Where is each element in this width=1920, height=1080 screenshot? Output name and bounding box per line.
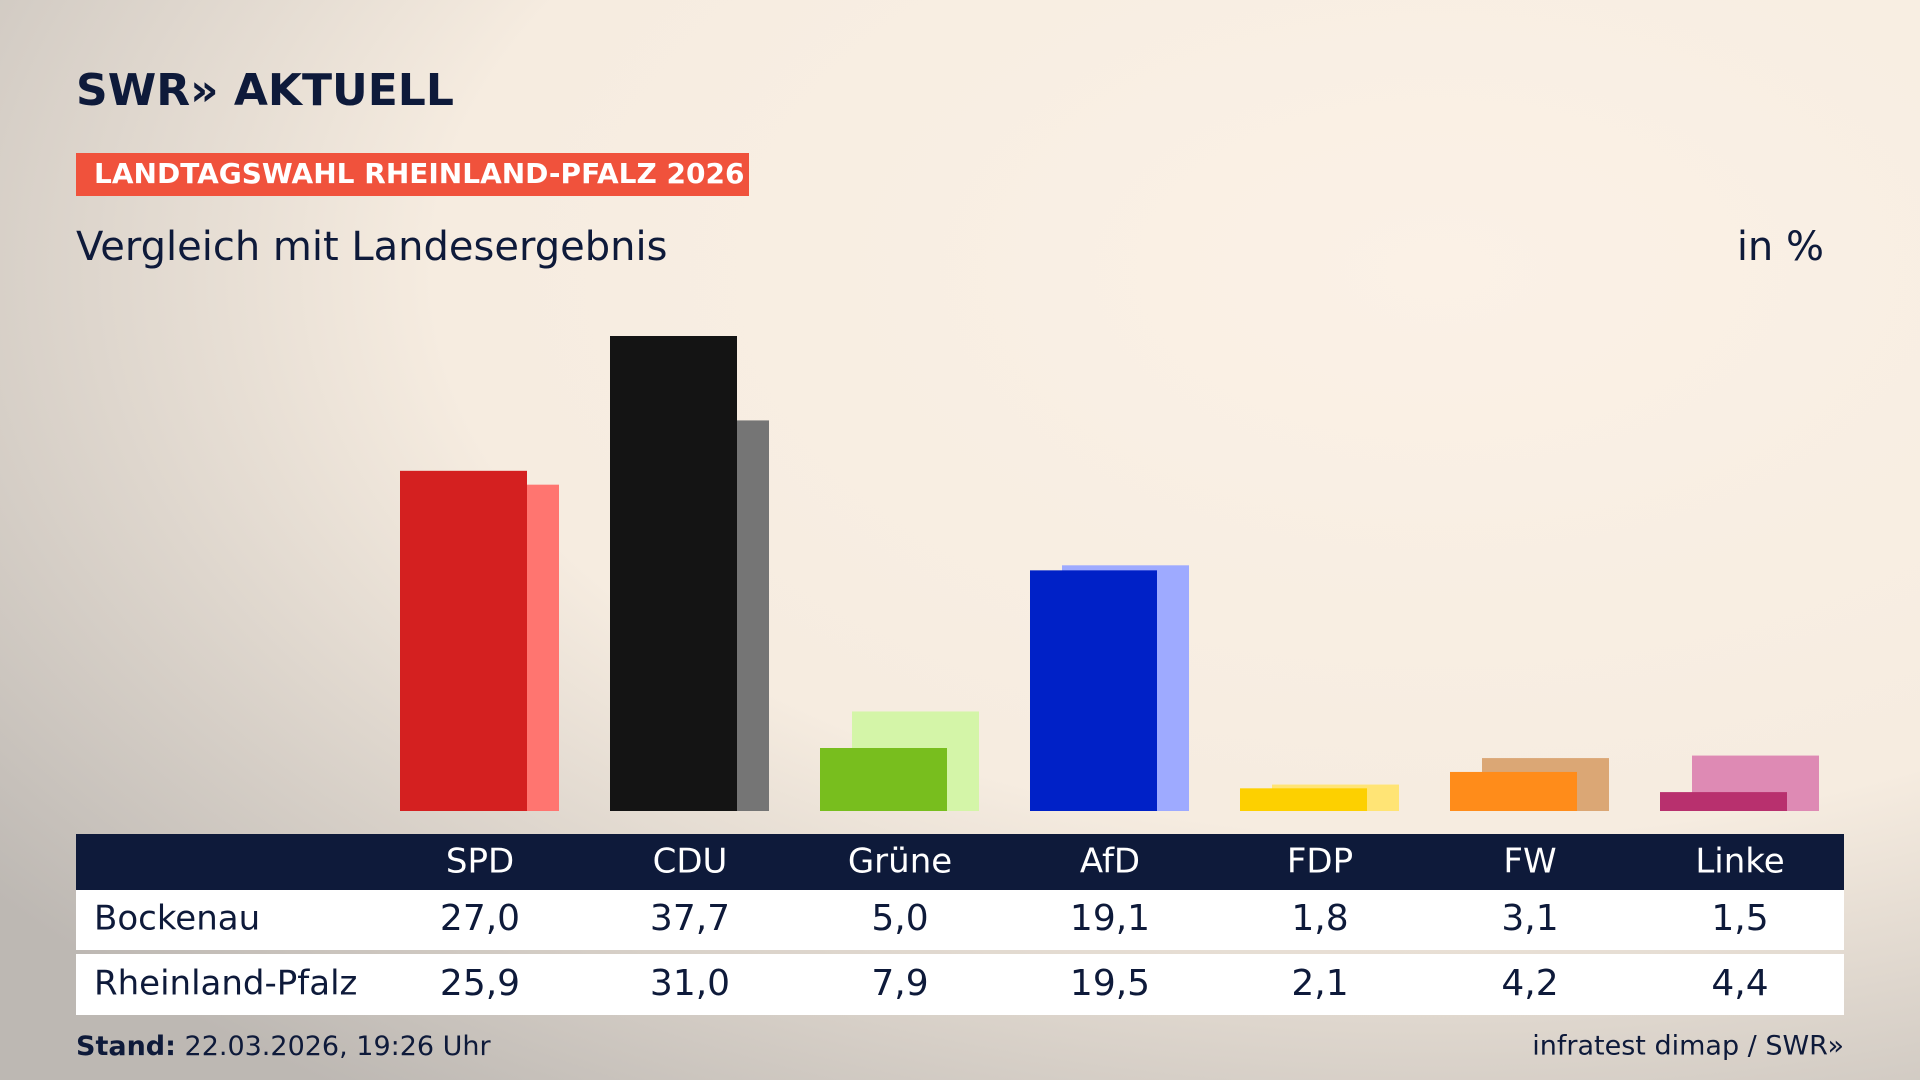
bar xyxy=(400,470,527,811)
table-row xyxy=(76,954,1844,1015)
x-tick-label: FDP xyxy=(1287,842,1353,882)
value-label: 4,2 xyxy=(1501,963,1558,1004)
value-label: 2,1 xyxy=(1291,963,1348,1004)
value-label: 31,0 xyxy=(650,963,730,1004)
bar xyxy=(1030,570,1157,811)
bar xyxy=(1660,792,1787,811)
value-label: 1,8 xyxy=(1291,898,1348,939)
x-tick-label: Linke xyxy=(1695,842,1784,882)
badge: LANDTAGSWAHL RHEINLAND-PFALZ 2026 xyxy=(94,157,744,190)
legend-label: Rheinland-Pfalz xyxy=(94,964,357,1004)
source: infratest dimap / SWR» xyxy=(1532,1031,1844,1062)
bar xyxy=(1450,771,1577,811)
x-tick-label: SPD xyxy=(446,842,514,882)
brand-logo: SWR» AKTUELL xyxy=(76,65,454,116)
value-label: 19,1 xyxy=(1070,898,1150,939)
x-tick-label: FW xyxy=(1503,842,1556,882)
footer-label: Stand: xyxy=(76,1031,176,1062)
value-label: 27,0 xyxy=(440,898,520,939)
value-label: 37,7 xyxy=(650,898,730,939)
value-label: 3,1 xyxy=(1501,898,1558,939)
unit-label: in % xyxy=(1737,224,1824,270)
x-tick-label: Grüne xyxy=(848,842,952,882)
footer: Stand: 22.03.2026, 19:26 Uhr xyxy=(76,1031,492,1062)
value-label: 7,9 xyxy=(871,963,928,1004)
timestamp: 22.03.2026, 19:26 Uhr xyxy=(185,1031,492,1062)
value-label: 5,0 xyxy=(871,898,928,939)
badge-bg xyxy=(76,153,749,196)
legend-label: Bockenau xyxy=(94,899,260,939)
bar xyxy=(1240,788,1367,811)
value-label: 25,9 xyxy=(440,963,520,1004)
table-header xyxy=(76,834,1844,890)
value-label: 1,5 xyxy=(1711,898,1768,939)
bar xyxy=(820,748,947,811)
x-tick-label: AfD xyxy=(1080,842,1140,882)
value-label: 19,5 xyxy=(1070,963,1150,1004)
chart-title: Vergleich mit Landesergebnis xyxy=(76,224,667,270)
table-row xyxy=(76,890,1844,950)
x-tick-label: CDU xyxy=(653,842,728,882)
bar xyxy=(610,336,737,811)
value-label: 4,4 xyxy=(1711,963,1768,1004)
